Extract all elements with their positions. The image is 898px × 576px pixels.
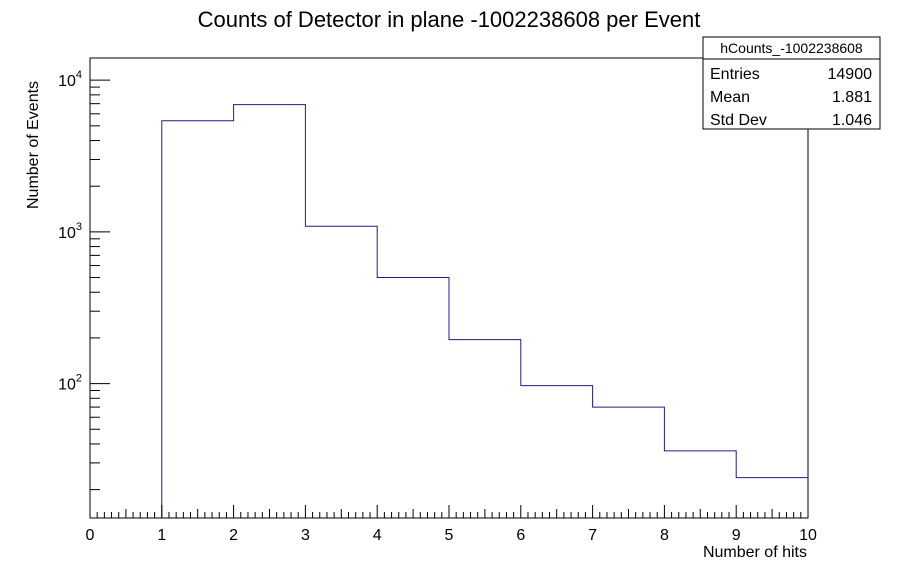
x-tick-label: 0 — [86, 527, 95, 544]
stats-row-label: Entries — [710, 66, 760, 83]
stats-row-value: 1.046 — [832, 112, 872, 129]
histogram-line — [161, 104, 808, 518]
chart-title: Counts of Detector in plane -1002238608 … — [198, 7, 701, 32]
y-axis: 102 103 104 — [58, 69, 110, 491]
stats-row-value: 14900 — [828, 66, 873, 83]
x-tick-label: 10 — [799, 527, 817, 544]
y-tick-label: 102 — [58, 373, 82, 394]
x-axis: 0 1 2 3 4 5 6 7 8 9 10 — [86, 505, 817, 544]
x-tick-label: 5 — [445, 527, 454, 544]
x-tick-label: 4 — [373, 527, 382, 544]
x-tick-label: 3 — [301, 527, 310, 544]
y-tick-label: 103 — [58, 221, 82, 242]
x-tick-label: 6 — [516, 527, 525, 544]
x-tick-label: 7 — [588, 527, 597, 544]
stats-row-label: Std Dev — [710, 112, 767, 129]
stats-box-title: hCounts_-1002238608 — [720, 40, 863, 56]
stats-row-value: 1.881 — [832, 89, 872, 106]
y-tick-label: 104 — [58, 69, 82, 90]
stats-box: hCounts_-1002238608 Entries 14900 Mean 1… — [702, 36, 881, 130]
x-tick-label: 9 — [732, 527, 741, 544]
x-axis-label: Number of hits — [703, 544, 807, 561]
x-tick-label: 2 — [229, 527, 238, 544]
stats-row-label: Mean — [710, 89, 750, 106]
x-tick-label: 1 — [157, 527, 166, 544]
x-tick-label: 8 — [660, 527, 669, 544]
y-axis-label: Number of Events — [25, 81, 42, 209]
